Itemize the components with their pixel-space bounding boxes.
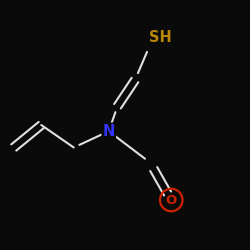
Text: O: O	[166, 194, 177, 206]
Text: N: N	[102, 124, 115, 139]
Text: SH: SH	[148, 30, 172, 45]
